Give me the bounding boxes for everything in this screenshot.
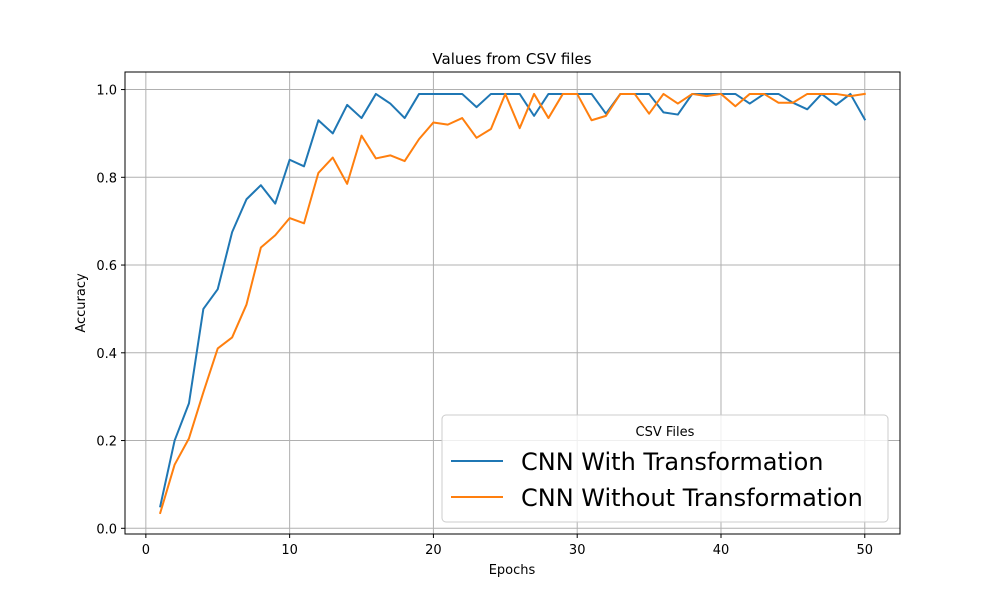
grid <box>125 72 900 534</box>
x-axis-label: Epochs <box>489 563 536 578</box>
y-tick-label: 0.4 <box>96 347 117 362</box>
y-tick-label: 1.0 <box>96 84 117 99</box>
series-line-without-transformation <box>158 92 866 515</box>
legend: CSV Files CNN With Transformation CNN Wi… <box>441 414 889 523</box>
plot-frame <box>124 71 901 535</box>
legend-entry-without-transformation: CNN Without Transformation <box>521 484 863 512</box>
chart-title: Values from CSV files <box>432 50 591 68</box>
x-tick-label: 50 <box>856 543 873 558</box>
series-lines <box>158 92 867 515</box>
legend-title: CSV Files <box>636 425 695 440</box>
axis-ticks: 0 10 20 30 40 50 0.0 0.2 0.4 0.6 0.8 1.0 <box>96 84 873 558</box>
y-axis-label: Accuracy <box>74 273 89 333</box>
x-tick-label: 0 <box>142 543 150 558</box>
legend-entry-with-transformation: CNN With Transformation <box>521 448 823 476</box>
y-tick-label: 0.6 <box>96 259 117 274</box>
series-line-with-transformation <box>159 92 867 508</box>
y-tick-label: 0.2 <box>96 435 117 450</box>
y-tick-label: 0.8 <box>96 171 117 186</box>
y-tick-label: 0.0 <box>96 522 117 537</box>
x-tick-label: 30 <box>569 543 586 558</box>
x-tick-label: 10 <box>281 543 298 558</box>
x-tick-label: 20 <box>425 543 442 558</box>
legend-box <box>441 414 889 523</box>
x-tick-label: 40 <box>713 543 730 558</box>
